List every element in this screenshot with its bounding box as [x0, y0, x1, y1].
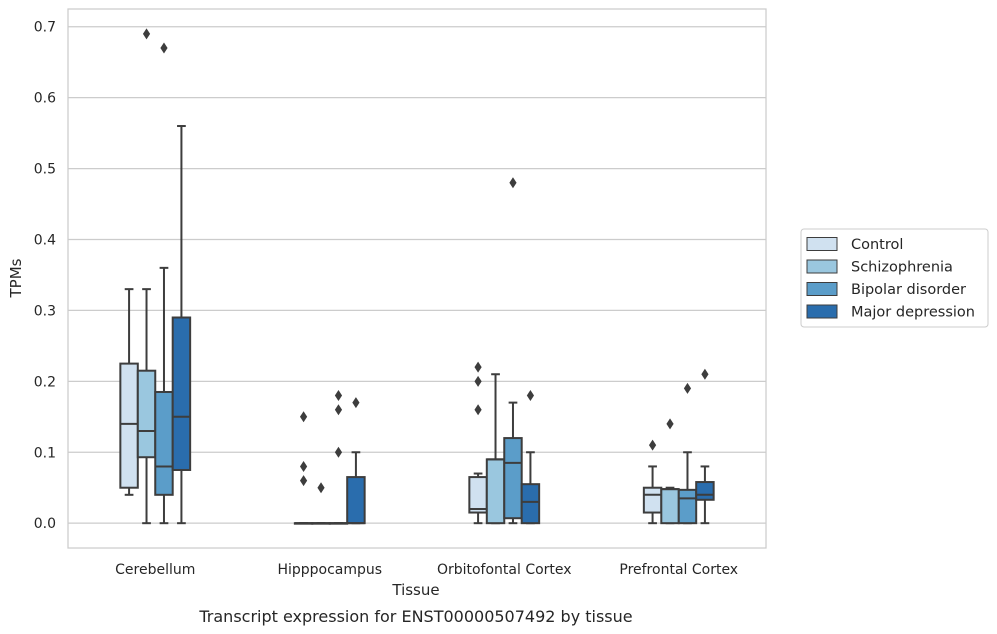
box-iqr — [503, 437, 523, 520]
box-iqr — [136, 369, 157, 459]
y-tick-label: 0.5 — [34, 162, 56, 178]
box-iqr — [695, 481, 715, 501]
x-tick-label: Prefrontal Cortex — [619, 562, 738, 578]
box-iqr — [346, 476, 366, 525]
outlier-marker — [142, 28, 151, 40]
legend-label: Control — [851, 237, 903, 253]
box-iqr — [677, 488, 698, 525]
box-iqr — [520, 483, 541, 525]
outlier-marker — [648, 439, 657, 451]
outlier-marker — [299, 460, 308, 472]
outlier-marker — [160, 42, 168, 54]
outlier-marker — [666, 418, 674, 430]
boxes — [119, 28, 715, 525]
legend-swatch — [806, 282, 838, 296]
x-tick-label: Cerebellum — [115, 562, 195, 578]
outlier-marker — [334, 404, 343, 416]
outlier-marker — [334, 390, 343, 402]
legend-label: Bipolar disorder — [851, 282, 966, 298]
outlier-marker — [701, 368, 709, 380]
legend-frame — [800, 228, 989, 328]
outlier-marker — [526, 390, 535, 402]
box-iqr — [485, 458, 506, 525]
box-3-2 — [677, 382, 698, 525]
y-tick-label: 0.1 — [34, 445, 56, 461]
y-tick-label: 0.7 — [34, 20, 56, 36]
y-tick-label: 0.6 — [34, 91, 56, 107]
outlier-marker — [474, 375, 482, 387]
outlier-marker — [683, 382, 692, 394]
legend-swatch — [806, 259, 838, 274]
box-0-1 — [136, 28, 157, 525]
outlier-marker — [317, 482, 325, 494]
y-tick-label: 0.0 — [34, 516, 56, 532]
box-iqr — [468, 476, 488, 514]
box-iqr — [642, 486, 663, 514]
box-1-3 — [346, 397, 366, 525]
box-iqr — [154, 390, 174, 496]
outlier-marker — [299, 475, 308, 487]
legend: Control Schizophrenia Bipolar disorder Majo… — [800, 228, 989, 328]
x-axis-title: Tissue — [391, 581, 439, 599]
box-2-1 — [485, 373, 506, 525]
legend-label: Major depression — [851, 305, 975, 321]
y-axis-title: TPMs — [7, 258, 25, 298]
legend-swatch — [806, 304, 838, 319]
figure-caption: Transcript expression for ENST0000050749… — [198, 607, 632, 626]
box-0-3 — [171, 125, 192, 525]
x-axis-ticks: Cerebellum Hipppocampus Orbitofontal Corte… — [115, 562, 738, 578]
box-2-2 — [503, 177, 523, 525]
outlier-marker — [474, 404, 482, 416]
box-2-3 — [520, 390, 541, 525]
outlier-marker — [474, 361, 482, 373]
box-3-3 — [695, 368, 715, 525]
box-iqr — [660, 488, 680, 525]
box-2-0 — [468, 361, 488, 525]
plot-area-frame — [67, 8, 767, 549]
y-axis-ticks: 0.0 0.1 0.2 0.3 0.4 0.5 0.6 0.7 — [34, 20, 56, 532]
box-0-0 — [119, 288, 139, 496]
box-0-2 — [154, 42, 174, 525]
outlier-marker — [299, 411, 308, 423]
x-tick-label: Orbitofontal Cortex — [437, 562, 572, 578]
legend-swatch — [806, 237, 838, 251]
outlier-marker — [352, 397, 360, 409]
box-1-1 — [311, 482, 331, 525]
box-1-0 — [293, 411, 314, 525]
box-3-1 — [660, 418, 680, 525]
y-tick-label: 0.3 — [34, 303, 56, 319]
x-tick-label: Hipppocampus — [277, 562, 382, 578]
y-tick-label: 0.4 — [34, 232, 56, 248]
outlier-marker — [334, 446, 343, 458]
legend-label: Schizophrenia — [851, 260, 953, 276]
box-iqr — [171, 316, 192, 471]
box-iqr — [119, 362, 139, 489]
box-1-2 — [328, 390, 349, 525]
y-tick-label: 0.2 — [34, 374, 56, 390]
outlier-marker — [509, 177, 517, 189]
